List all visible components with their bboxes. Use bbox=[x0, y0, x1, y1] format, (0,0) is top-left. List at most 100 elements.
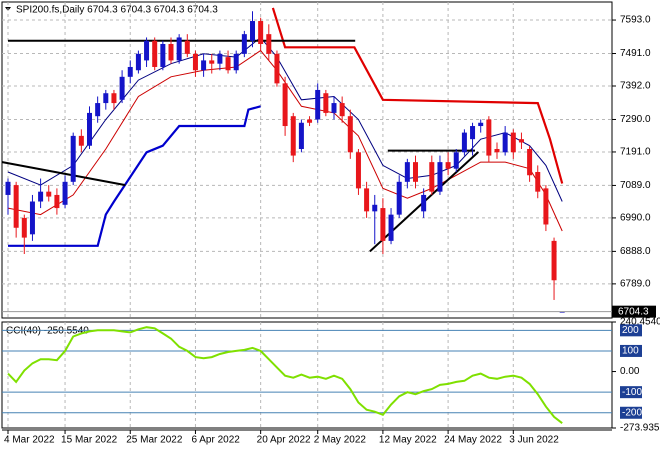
indicator-title: CCI(40) -250.5540 bbox=[6, 326, 89, 337]
candle-body bbox=[209, 60, 215, 64]
candle-body bbox=[518, 139, 524, 143]
candle-body bbox=[119, 76, 125, 100]
candle-body bbox=[258, 21, 264, 45]
candle-body bbox=[453, 152, 459, 169]
y-tick-label: 6789.0 bbox=[620, 279, 651, 290]
candle-body bbox=[160, 44, 166, 67]
candle-body bbox=[78, 135, 84, 146]
candle-body bbox=[241, 34, 247, 54]
candle-body bbox=[95, 103, 101, 117]
candle-body bbox=[510, 132, 516, 153]
y-tick-label: 7491.0 bbox=[620, 48, 651, 59]
level-box bbox=[620, 386, 642, 399]
y-tick-label: 7593.0 bbox=[620, 15, 651, 26]
candle-body bbox=[298, 122, 304, 150]
candle-body bbox=[135, 53, 141, 71]
candle-body bbox=[62, 181, 68, 205]
x-tick-label: 3 Jun 2022 bbox=[509, 435, 559, 446]
x-tick-label: 24 May 2022 bbox=[444, 435, 502, 446]
candle-body bbox=[470, 126, 476, 140]
level-box bbox=[620, 344, 642, 357]
candle-body bbox=[413, 162, 418, 182]
candle-body bbox=[478, 122, 484, 127]
candle-body bbox=[144, 40, 150, 61]
candle-body bbox=[13, 185, 19, 228]
candle-body bbox=[502, 132, 508, 153]
candle-body bbox=[535, 171, 541, 192]
candle-body bbox=[46, 191, 52, 197]
level-label: -100 bbox=[622, 387, 642, 398]
y-tick-label: 6888.0 bbox=[620, 246, 651, 257]
candle-body bbox=[290, 116, 296, 156]
candle-body bbox=[217, 53, 223, 64]
candle-body bbox=[201, 60, 207, 71]
candle-body bbox=[461, 132, 467, 153]
last-price-label: 6704.3 bbox=[618, 306, 649, 317]
candle-body bbox=[437, 162, 443, 192]
candle-body bbox=[388, 214, 394, 241]
candle-body bbox=[192, 53, 198, 71]
candle-body bbox=[445, 162, 451, 169]
candle-body bbox=[127, 66, 133, 77]
y-tick-label: 0.00 bbox=[620, 366, 640, 377]
candle-body bbox=[29, 201, 35, 235]
candle-body bbox=[225, 57, 231, 71]
y-tick-label: 6990.0 bbox=[620, 213, 651, 224]
candle-body bbox=[70, 135, 76, 182]
candle-body bbox=[323, 93, 329, 113]
x-tick-label: 25 Mar 2022 bbox=[126, 435, 183, 446]
candle-body bbox=[429, 162, 435, 192]
cci-line bbox=[7, 326, 563, 424]
y-tick-label: 240.4540 bbox=[620, 317, 660, 328]
candle-body bbox=[152, 40, 158, 67]
candle-body bbox=[5, 181, 11, 195]
x-tick-label: 4 Mar 2022 bbox=[4, 435, 55, 446]
candle-body bbox=[364, 188, 370, 212]
overlay-line bbox=[2, 161, 126, 187]
level-box bbox=[620, 406, 642, 419]
candle-body bbox=[282, 83, 288, 127]
level-label: 200 bbox=[622, 325, 639, 336]
candle-body bbox=[404, 162, 410, 182]
candle-body bbox=[21, 217, 27, 238]
y-tick-label: 7191.0 bbox=[620, 147, 651, 158]
level-label: 100 bbox=[622, 346, 639, 357]
y-tick-label: 7089.0 bbox=[620, 180, 651, 191]
y-tick-label: -273.935 bbox=[620, 423, 660, 434]
candle-body bbox=[87, 112, 92, 146]
candle-body bbox=[494, 149, 500, 153]
candle-body bbox=[250, 21, 255, 41]
y-tick-label: 7392.0 bbox=[620, 81, 651, 92]
candle-body bbox=[103, 93, 109, 104]
level-label: -200 bbox=[622, 407, 642, 418]
x-tick-label: 2 May 2022 bbox=[314, 435, 367, 446]
candle-body bbox=[176, 37, 182, 61]
candle-body bbox=[38, 191, 44, 202]
candle-body bbox=[372, 204, 378, 212]
x-tick-label: 20 Apr 2022 bbox=[257, 435, 311, 446]
candle-body bbox=[527, 149, 533, 176]
candle-body bbox=[486, 119, 492, 156]
last-price-box bbox=[612, 305, 656, 318]
x-tick-label: 12 May 2022 bbox=[379, 435, 437, 446]
candle-body bbox=[266, 34, 272, 54]
candle-body bbox=[331, 103, 337, 113]
candle-body bbox=[355, 152, 361, 189]
overlay-line bbox=[271, 7, 564, 184]
main-panel bbox=[1, 1, 613, 319]
candle-body bbox=[233, 53, 239, 71]
level-box bbox=[620, 324, 642, 337]
candle-body bbox=[339, 103, 345, 117]
cci-panel bbox=[1, 321, 613, 429]
x-tick-label: 15 Mar 2022 bbox=[61, 435, 118, 446]
candle-body bbox=[307, 119, 313, 123]
candle-body bbox=[274, 53, 280, 84]
candle-body bbox=[315, 89, 321, 120]
candle-body bbox=[380, 208, 386, 241]
overlay-line bbox=[8, 105, 261, 247]
candle-body bbox=[543, 188, 549, 225]
candle-body bbox=[396, 181, 402, 215]
